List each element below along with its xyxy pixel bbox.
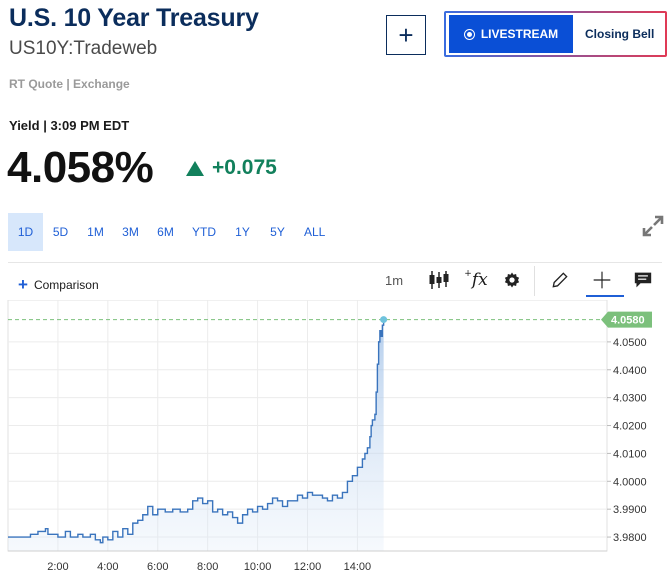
x-tick-label: 10:00 [244,561,272,573]
closing-bell-link[interactable]: Closing Bell [585,27,655,41]
quote-source: RT Quote | Exchange [9,77,130,91]
up-arrow-icon [186,160,204,176]
active-tool-indicator [586,295,624,297]
y-tick-label: 4.0300 [613,393,647,405]
price-change-value: +0.075 [212,156,277,179]
price-chart[interactable]: 4.0580 4.0500 4.0400 4.0300 4.0200 4.0100 4.0… [0,300,670,577]
last-price-tag-shape [601,311,652,328]
divider [8,262,662,263]
current-price: 4.058% [7,143,154,192]
livestream-label: LIVESTREAM [480,27,559,41]
comparison-button[interactable]: + Comparison [18,275,99,295]
y-tick-label: 4.0400 [613,365,647,377]
last-price-label: 4.0580 [611,315,645,327]
livestream-panel: LIVESTREAM Closing Bell [444,11,667,57]
last-price-tag: 4.0580 [601,311,652,328]
gear-icon[interactable] [500,268,524,292]
series-line [8,319,385,544]
price-change: +0.075 [186,156,277,180]
pencil-icon[interactable] [548,268,572,292]
toolbar-divider [534,266,535,296]
time-range-tabs: 1D 5D 1M 3M 6M YTD 1Y 5Y ALL [8,213,334,251]
range-tab-3m[interactable]: 3M [122,225,139,239]
range-tab-6m[interactable]: 6M [157,225,174,239]
last-price-dot [380,316,388,324]
ticker-symbol: US10Y:Tradeweb [9,38,158,59]
range-tab-1y[interactable]: 1Y [235,225,250,239]
y-tick-label: 4.0500 [613,337,647,349]
y-tick-label: 4.0100 [613,448,647,460]
function-icon[interactable]: + fx [464,269,488,290]
range-tab-1m[interactable]: 1M [87,225,104,239]
range-tab-5y[interactable]: 5Y [270,225,285,239]
crosshair-icon[interactable] [590,268,614,292]
y-tick-label: 3.9900 [613,504,647,516]
range-tab-1d[interactable]: 1D [8,213,43,251]
candlestick-icon[interactable] [427,268,451,292]
range-tab-5d[interactable]: 5D [52,225,69,239]
y-tick-label: 4.0200 [613,421,647,433]
expand-icon[interactable] [641,214,665,238]
livestream-button[interactable]: LIVESTREAM [449,15,573,53]
plus-icon: + [18,275,28,294]
live-radio-icon [463,28,475,40]
comparison-label: Comparison [33,278,99,292]
x-tick-label: 12:00 [294,561,322,573]
x-tick-label: 8:00 [197,561,218,573]
yield-timestamp: Yield | 3:09 PM EDT [9,118,130,133]
range-tab-all[interactable]: ALL [304,225,326,239]
y-tick-label: 4.0000 [613,476,647,488]
series-area [8,319,384,551]
range-tab-ytd[interactable]: YTD [192,225,216,239]
page-title: U.S. 10 Year Treasury [9,4,259,32]
x-tick-label: 6:00 [147,561,168,573]
x-tick-label: 4:00 [97,561,118,573]
y-tick-label: 3.9800 [613,532,647,544]
add-to-watchlist-button[interactable]: + [386,15,426,55]
interval-selector[interactable]: 1m [385,273,404,288]
comment-icon[interactable] [631,268,655,292]
x-tick-label: 2:00 [47,561,68,573]
x-tick-label: 14:00 [344,561,372,573]
